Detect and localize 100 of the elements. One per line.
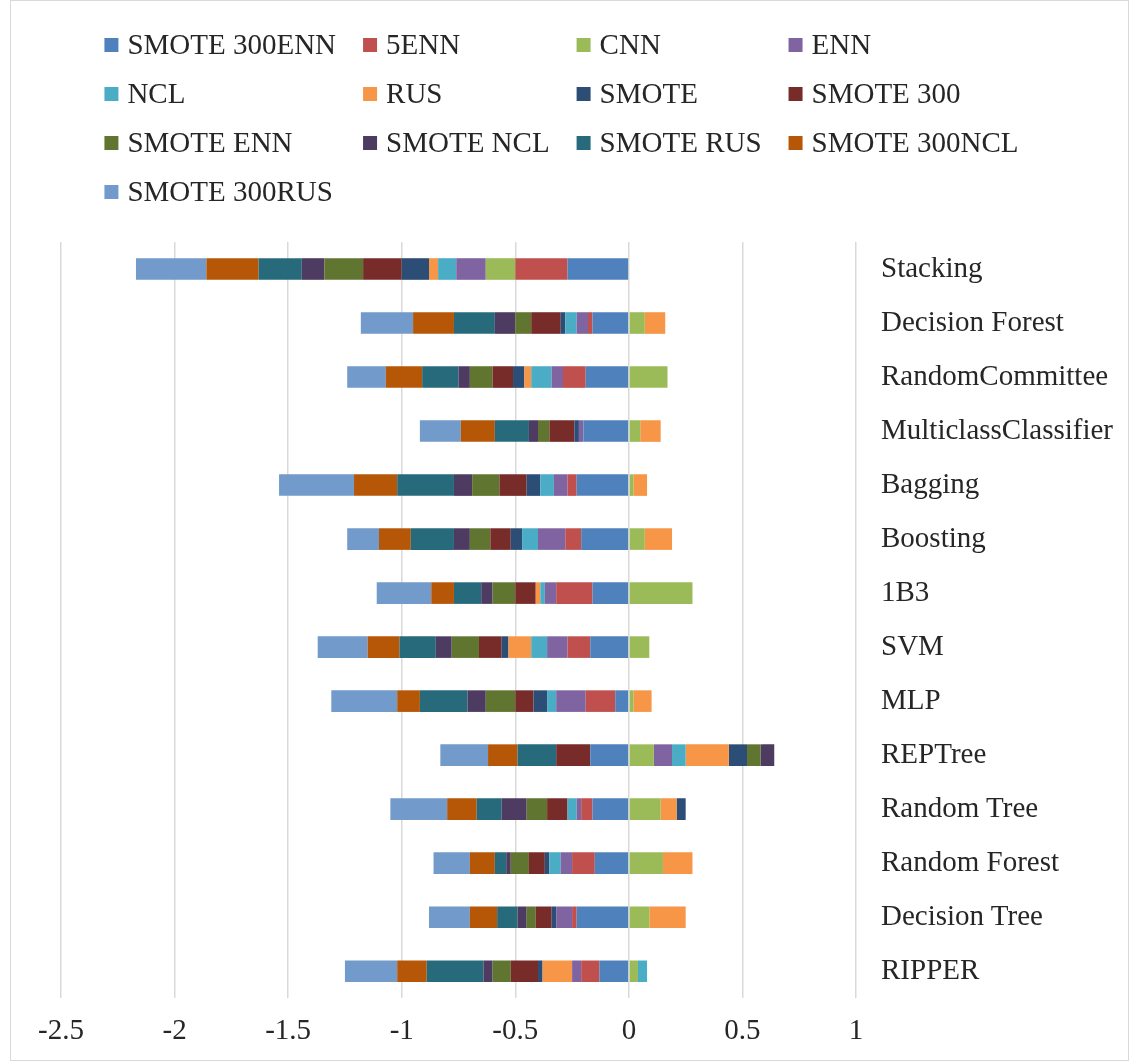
y-tick-label: Bagging bbox=[881, 466, 980, 499]
bar bbox=[629, 420, 641, 442]
bar bbox=[513, 366, 525, 388]
bar bbox=[592, 582, 629, 604]
bar bbox=[497, 906, 518, 928]
bar bbox=[456, 258, 486, 280]
bar bbox=[672, 744, 686, 766]
bar bbox=[453, 528, 470, 550]
bar bbox=[594, 852, 629, 874]
y-tick-label: RandomCommittee bbox=[881, 358, 1109, 391]
bar bbox=[483, 960, 493, 982]
x-tick-label: -2 bbox=[162, 1013, 187, 1046]
legend-label: SMOTE RUS bbox=[599, 125, 762, 158]
bar bbox=[344, 960, 398, 982]
bar bbox=[583, 420, 629, 442]
bar bbox=[501, 798, 527, 820]
y-tick-label: Random Forest bbox=[881, 844, 1060, 877]
bar bbox=[551, 906, 557, 928]
bar bbox=[567, 258, 629, 280]
bar bbox=[653, 744, 673, 766]
bar bbox=[279, 474, 355, 496]
bar bbox=[397, 690, 420, 712]
legend-label: SMOTE 300RUS bbox=[127, 174, 333, 207]
bar bbox=[510, 528, 523, 550]
bar bbox=[531, 312, 561, 334]
bar bbox=[458, 366, 470, 388]
bar bbox=[492, 366, 514, 388]
bar bbox=[644, 528, 673, 550]
bar bbox=[587, 312, 593, 334]
legend-label: SMOTE bbox=[599, 76, 698, 109]
y-tick-label: Boosting bbox=[881, 520, 986, 553]
bar bbox=[629, 798, 661, 820]
bar bbox=[485, 690, 516, 712]
bar bbox=[469, 366, 493, 388]
y-tick-label: Decision Forest bbox=[881, 304, 1064, 337]
bar bbox=[531, 366, 552, 388]
bar bbox=[447, 798, 477, 820]
bar bbox=[565, 312, 577, 334]
bar bbox=[556, 582, 593, 604]
bar bbox=[572, 960, 582, 982]
bar bbox=[572, 852, 595, 874]
legend-label: CNN bbox=[599, 27, 661, 60]
x-tick-label: -1.5 bbox=[265, 1013, 312, 1046]
bar bbox=[549, 420, 575, 442]
y-tick-label: MLP bbox=[881, 682, 941, 715]
bar bbox=[510, 960, 539, 982]
bar bbox=[431, 582, 454, 604]
bar bbox=[367, 636, 400, 658]
bar bbox=[453, 474, 473, 496]
bar bbox=[469, 528, 491, 550]
bar bbox=[526, 474, 541, 496]
legend-label: ENN bbox=[811, 27, 872, 60]
bar bbox=[574, 420, 579, 442]
bar bbox=[547, 798, 568, 820]
bar bbox=[440, 744, 489, 766]
bar bbox=[563, 366, 586, 388]
bar bbox=[576, 474, 629, 496]
bar bbox=[258, 258, 302, 280]
bar bbox=[581, 528, 629, 550]
bar bbox=[379, 528, 411, 550]
bar bbox=[560, 852, 573, 874]
bar bbox=[347, 528, 380, 550]
legend-label: RUS bbox=[386, 76, 443, 109]
bar bbox=[547, 636, 568, 658]
bar bbox=[490, 528, 511, 550]
bar bbox=[640, 420, 661, 442]
legend-label: SMOTE 300 bbox=[811, 76, 961, 109]
bar bbox=[629, 312, 645, 334]
bar bbox=[567, 636, 591, 658]
bar bbox=[526, 798, 548, 820]
y-tick-label: Decision Tree bbox=[881, 898, 1043, 931]
bar bbox=[615, 690, 629, 712]
y-tick-label: Random Tree bbox=[881, 790, 1039, 823]
bar bbox=[585, 690, 616, 712]
bar bbox=[644, 312, 666, 334]
y-tick-label: REPTree bbox=[881, 736, 987, 769]
bar bbox=[590, 636, 629, 658]
bar bbox=[453, 582, 482, 604]
bar bbox=[547, 690, 557, 712]
bar bbox=[488, 744, 518, 766]
bar bbox=[515, 258, 568, 280]
bar bbox=[397, 960, 427, 982]
bar bbox=[528, 420, 539, 442]
bar bbox=[524, 366, 532, 388]
bar bbox=[469, 852, 495, 874]
bar bbox=[629, 960, 638, 982]
bar bbox=[633, 690, 652, 712]
bar bbox=[347, 366, 386, 388]
bar bbox=[494, 852, 507, 874]
bar bbox=[499, 474, 527, 496]
bar bbox=[522, 528, 539, 550]
bar bbox=[506, 852, 511, 874]
bar bbox=[508, 636, 532, 658]
bar bbox=[660, 798, 677, 820]
bar bbox=[301, 258, 325, 280]
bar bbox=[467, 690, 486, 712]
bar bbox=[649, 906, 686, 928]
legend-label: SMOTE 300NCL bbox=[811, 125, 1019, 158]
bar bbox=[581, 960, 600, 982]
bar bbox=[629, 528, 645, 550]
